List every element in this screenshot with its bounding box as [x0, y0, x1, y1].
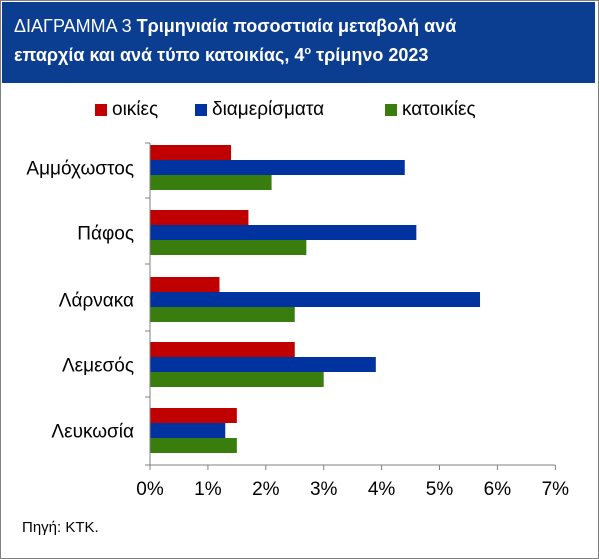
bar-1-0 [150, 210, 249, 225]
ordinal-superscript: ο [304, 45, 312, 57]
x-tick-label-5: 5% [426, 479, 454, 500]
figure-label: ΔΙΑΓΡΑΜΜΑ 3 [14, 16, 132, 36]
legend-swatch-1 [195, 104, 207, 116]
bar-chart: οικίες διαμερίσματα κατοικίες Αμμόχωστος Πάφ… [26, 99, 570, 500]
category-label-0: Αμμόχωστος [26, 159, 134, 180]
x-tick-label-3: 3% [310, 479, 338, 500]
category-label-2: Λάρνακα [59, 291, 134, 312]
bar-0-0 [150, 145, 232, 160]
bar-3-1 [150, 357, 376, 372]
chart-header: ΔΙΑΓΡΑΜΜΑ 3 Τριμηνιαία ποσοστιαία μεταβο… [2, 2, 595, 83]
category-label-4: Λευκωσία [51, 422, 134, 443]
bar-0-2 [150, 175, 272, 190]
bar-0-1 [150, 160, 405, 175]
bar-4-1 [150, 423, 226, 438]
legend-label-0: οικίες [112, 99, 158, 120]
x-tick-label-1: 1% [194, 479, 222, 500]
legend-label-1: διαμερίσματα [212, 99, 324, 120]
x-tick-label-0: 0% [136, 479, 164, 500]
x-tick-label-4: 4% [368, 479, 396, 500]
bar-4-0 [150, 408, 237, 423]
bar-2-2 [150, 307, 295, 322]
x-tick-label-2: 2% [252, 479, 280, 500]
x-tick-label-7: 7% [542, 479, 570, 500]
bar-4-2 [150, 438, 237, 453]
category-label-1: Πάφος [77, 224, 134, 245]
x-tick-label-6: 6% [484, 479, 512, 500]
bar-1-1 [150, 225, 417, 240]
chart-title-line-1: Τριμηνιαία ποσοστιαία μεταβολή ανά [136, 16, 457, 36]
legend-swatch-2 [385, 104, 397, 116]
bar-3-2 [150, 372, 324, 387]
bar-1-2 [150, 240, 307, 255]
header-line-2: επαρχία και ανά τύπο κατοικίας, 4ο τρίμη… [14, 41, 585, 70]
bar-3-0 [150, 342, 295, 357]
legend-label-2: κατοικίες [402, 99, 476, 120]
legend-swatch-0 [95, 104, 107, 116]
bar-2-0 [150, 277, 220, 292]
category-label-3: Λεμεσός [62, 356, 134, 377]
chart-title-line-2: επαρχία και ανά τύπο κατοικίας, 4 [14, 45, 305, 65]
bar-2-1 [150, 292, 481, 307]
header-line-1: ΔΙΑΓΡΑΜΜΑ 3 Τριμηνιαία ποσοστιαία μεταβο… [14, 12, 585, 41]
chart-title-line-2-end: τρίμηνο 2023 [311, 45, 429, 65]
source-note: Πηγή: ΚΤΚ. [22, 519, 99, 536]
